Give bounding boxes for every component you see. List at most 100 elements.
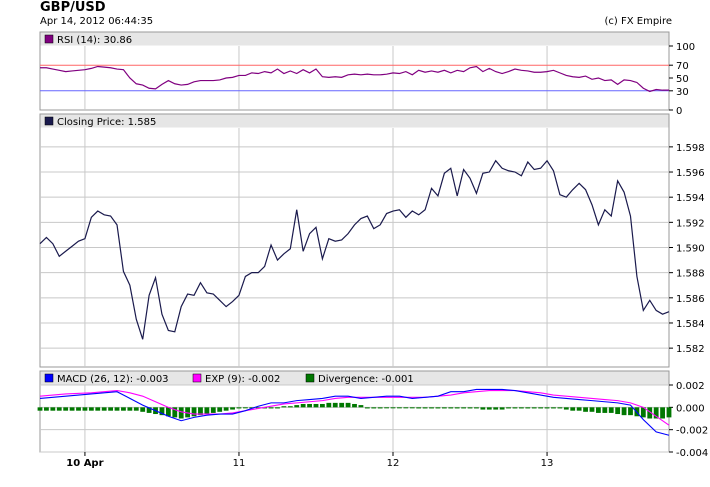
- price-legend-swatch: [44, 116, 54, 126]
- price-ytick-label-7: 1.584: [676, 319, 705, 330]
- divergence-bar-27: [210, 407, 216, 413]
- divergence-bar-1: [44, 407, 49, 411]
- divergence-bar-85: [583, 407, 588, 412]
- divergence-bar-69: [480, 407, 486, 410]
- divergence-bar-94: [640, 407, 646, 418]
- divergence-bar-32: [242, 407, 248, 409]
- divergence-bar-81: [557, 407, 563, 409]
- divergence-bar-70: [486, 407, 492, 410]
- divergence-bar-28: [217, 407, 223, 412]
- price-ytick-label-4: 1.590: [676, 244, 705, 255]
- divergence-bar-6: [76, 407, 81, 411]
- divergence-bar-78: [538, 407, 544, 409]
- divergence-bar-14: [127, 407, 133, 411]
- divergence-bar-92: [628, 407, 633, 416]
- rsi-ytick-label-3: 30: [676, 87, 689, 98]
- divergence-bar-51: [364, 407, 370, 409]
- divergence-bar-2: [50, 407, 56, 411]
- copyright: (c) FX Empire: [604, 16, 673, 27]
- divergence-bar-73: [506, 407, 511, 409]
- divergence-bar-90: [615, 407, 621, 415]
- divergence-bar-22: [178, 407, 184, 419]
- divergence-bar-25: [198, 407, 203, 416]
- divergence-bar-39: [287, 406, 293, 408]
- x-tick-label-0: 10 Apr: [66, 458, 103, 469]
- divergence-bar-9: [95, 407, 101, 411]
- divergence-bar-33: [249, 407, 255, 409]
- divergence-bar-82: [563, 407, 569, 410]
- price-panel-frame: [39, 113, 670, 368]
- rsi-ytick-label-4: 0: [676, 106, 682, 117]
- divergence-bar-47: [339, 402, 345, 408]
- divergence-bar-52: [371, 407, 377, 409]
- divergence-bar-83: [570, 407, 576, 411]
- exp-legend-swatch: [192, 373, 202, 383]
- macd-ytick-label-0: 0.002: [676, 381, 705, 392]
- divergence-bar-71: [493, 407, 499, 410]
- rsi-line: [40, 65, 669, 93]
- divergence-bar-67: [467, 407, 473, 409]
- divergence-bar-5: [69, 407, 75, 411]
- divergence-bar-76: [525, 407, 531, 409]
- divergence-bar-72: [499, 407, 505, 410]
- divergence-bar-42: [307, 403, 312, 408]
- price-legend-bar: [40, 114, 669, 128]
- divergence-bar-60: [422, 407, 428, 409]
- divergence-bar-34: [255, 407, 261, 409]
- macd-ytick-label-3: -0.004: [676, 448, 708, 459]
- divergence-legend-swatch: [305, 373, 315, 383]
- divergence-bar-95: [647, 407, 653, 419]
- divergence-bar-61: [429, 407, 434, 409]
- divergence-bar-11: [108, 407, 114, 411]
- divergence-bar-24: [191, 407, 197, 417]
- divergence-bar-64: [448, 407, 454, 409]
- price-ytick-label-1: 1.596: [676, 168, 705, 179]
- timestamp: Apr 14, 2012 06:44:35: [40, 16, 154, 27]
- divergence-bar-68: [474, 407, 479, 409]
- divergence-bar-80: [551, 407, 556, 409]
- divergence-bar-21: [172, 407, 178, 418]
- chart-title: GBP/USD: [40, 0, 106, 15]
- divergence-bar-46: [332, 402, 338, 408]
- divergence-bar-19: [159, 407, 165, 416]
- divergence-bar-10: [101, 407, 107, 411]
- price-ytick-label-5: 1.588: [676, 269, 705, 280]
- divergence-bar-37: [275, 407, 280, 409]
- rsi-legend-bar: [40, 32, 669, 46]
- divergence-bar-43: [313, 403, 319, 408]
- divergence-bar-26: [204, 407, 210, 415]
- divergence-bar-97: [660, 407, 665, 419]
- divergence-bar-87: [595, 407, 601, 413]
- divergence-bar-35: [262, 407, 268, 409]
- divergence-bar-16: [140, 407, 146, 412]
- rsi-ytick-label-2: 50: [676, 74, 689, 85]
- divergence-bar-13: [121, 407, 126, 411]
- rsi-legend-label: RSI (14): 30.86: [57, 35, 132, 46]
- price-ytick-label-8: 1.582: [676, 344, 705, 355]
- price-legend-label: Closing Price: 1.585: [57, 117, 156, 128]
- divergence-bar-0: [37, 407, 43, 411]
- divergence-bar-49: [352, 403, 357, 408]
- divergence-bar-48: [345, 402, 351, 408]
- divergence-bar-40: [294, 405, 300, 408]
- divergence-bar-30: [230, 407, 235, 410]
- divergence-bar-8: [88, 407, 94, 411]
- divergence-bar-65: [454, 407, 460, 409]
- divergence-bar-17: [146, 407, 152, 413]
- divergence-bar-88: [602, 407, 608, 413]
- macd-ytick-label-2: -0.002: [676, 426, 708, 437]
- divergence-bar-77: [531, 407, 537, 409]
- divergence-bar-84: [576, 407, 582, 411]
- divergence-bar-75: [518, 407, 524, 409]
- divergence-bar-38: [281, 406, 287, 408]
- divergence-bar-53: [377, 407, 383, 409]
- divergence-bar-44: [320, 403, 325, 408]
- rsi-legend-swatch: [44, 34, 54, 44]
- divergence-bar-23: [185, 407, 191, 418]
- divergence-legend-label: Divergence: -0.001: [318, 374, 414, 385]
- divergence-bar-58: [409, 407, 415, 409]
- macd-legend-label: MACD (26, 12): -0.003: [57, 374, 169, 385]
- price-line: [39, 159, 670, 340]
- rsi-ytick-label-1: 70: [676, 61, 689, 72]
